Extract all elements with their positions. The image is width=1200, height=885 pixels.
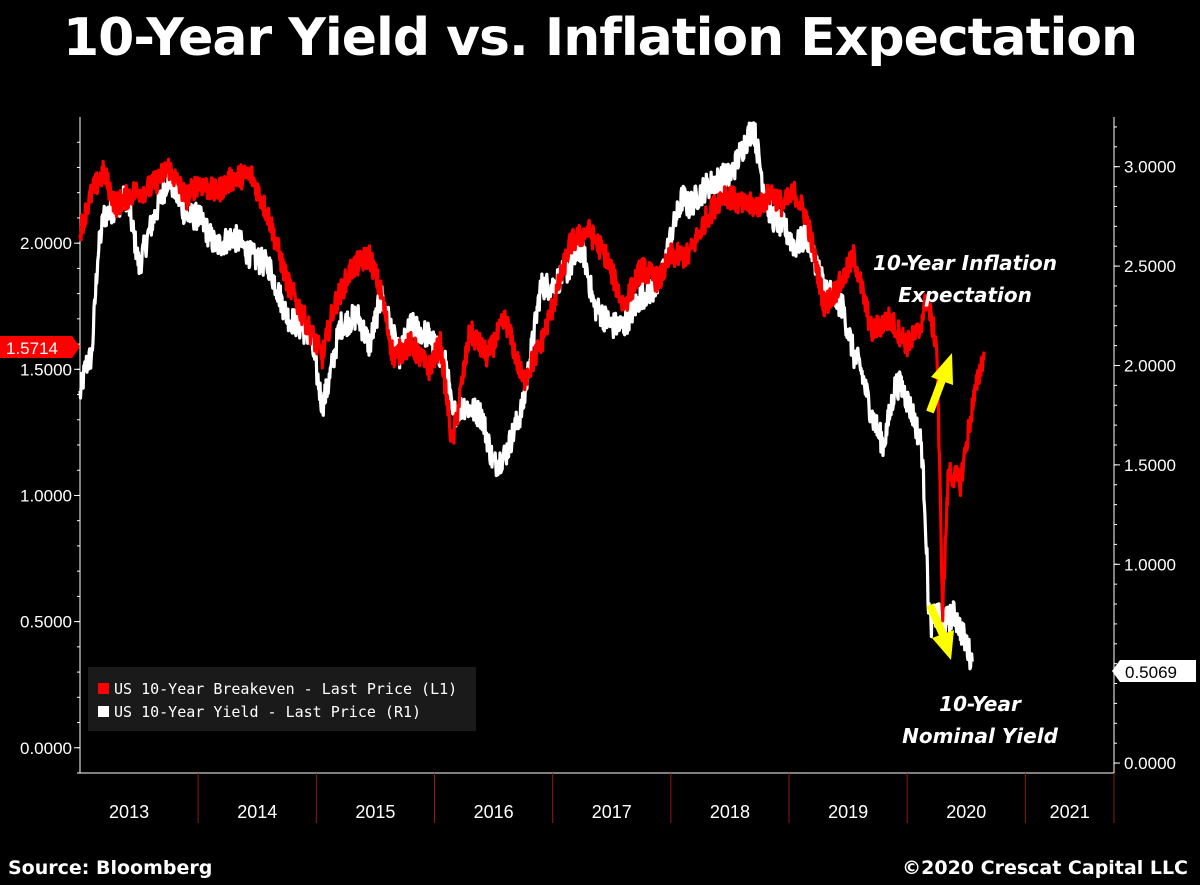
annotation-inflation-line1: 10-Year Inflation: [873, 251, 1057, 275]
left-tick-label: 1.5000: [20, 360, 72, 379]
left-tick-label: 0.5000: [20, 613, 72, 632]
x-tick-label: 2020: [946, 802, 986, 822]
legend-swatch-breakeven: [98, 683, 109, 694]
annotation-yield-line1: 10-Year: [939, 692, 1022, 716]
last-price-yield: 0.5069: [1125, 663, 1177, 682]
right-tick-label: 2.0000: [1124, 356, 1176, 375]
x-tick-label: 2017: [592, 802, 632, 822]
x-tick-label: 2018: [710, 802, 750, 822]
up-arrow-icon: [926, 353, 953, 414]
right-tick-label: 1.5000: [1124, 456, 1176, 475]
x-tick-label: 2019: [828, 802, 868, 822]
copyright-label: ©2020 Crescat Capital LLC: [902, 857, 1188, 879]
left-tick-label: 0.0000: [20, 739, 72, 758]
legend-swatch-yield: [98, 706, 109, 717]
legend-box: [88, 667, 476, 731]
series-layer: [78, 121, 986, 671]
x-tick-label: 2021: [1050, 802, 1090, 822]
right-tick-label: 2.5000: [1124, 257, 1176, 276]
right-tick-label: 3.0000: [1124, 158, 1176, 177]
annotation-inflation-line2: Expectation: [898, 283, 1032, 307]
right-tick-label: 0.0000: [1124, 754, 1176, 773]
left-tick-label: 1.0000: [20, 486, 72, 505]
right-tick-label: 1.0000: [1124, 555, 1176, 574]
legend-label-yield: US 10-Year Yield - Last Price (R1): [114, 703, 421, 721]
source-label: Source: Bloomberg: [8, 857, 213, 879]
x-tick-label: 2013: [109, 802, 149, 822]
overlay: US 10-Year Breakeven - Last Price (L1) U…: [0, 251, 1196, 748]
down-arrow-icon: [926, 603, 954, 660]
left-tick-label: 2.0000: [20, 234, 72, 253]
last-price-flag-breakeven: 1.5714: [0, 336, 80, 358]
breakeven-series-line: [78, 157, 986, 623]
yield-series-line: [78, 121, 974, 671]
x-tick-label: 2015: [355, 802, 395, 822]
legend-label-breakeven: US 10-Year Breakeven - Last Price (L1): [114, 680, 457, 698]
axes: 0.0000 0.5000 1.0000 1.5000 2.0000 0.0000 1.00…: [20, 117, 1176, 823]
x-tick-label: 2016: [474, 802, 514, 822]
last-price-flag-yield: 0.5069: [1112, 660, 1196, 682]
last-price-breakeven: 1.5714: [6, 339, 58, 358]
x-tick-label: 2014: [237, 802, 277, 822]
chart-title: 10-Year Yield vs. Inflation Expectation: [62, 8, 1138, 68]
annotation-yield-line2: Nominal Yield: [902, 724, 1058, 748]
